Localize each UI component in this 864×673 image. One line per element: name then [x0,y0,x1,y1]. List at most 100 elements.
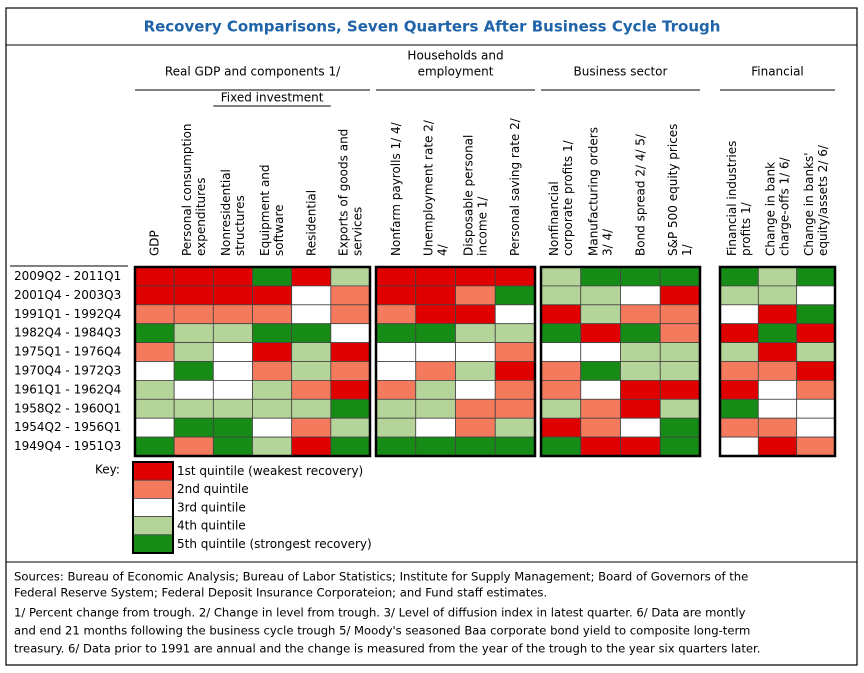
heat-cell [455,323,496,344]
heat-cell [540,436,582,457]
heat-cell [173,361,214,381]
subgroup-label: Fixed investment [221,91,324,105]
heat-cell [659,342,701,362]
heat-cell [580,285,621,306]
heat-cell [291,342,332,362]
heat-cell [375,398,417,419]
heat-cell [620,266,661,287]
column-header-line: Change in banks' [801,152,815,256]
heat-cell [375,436,417,457]
note: and end 21 months following the business… [14,624,750,638]
key-swatch [132,461,174,481]
heat-cell [173,304,214,325]
column-header-line: 4/ [435,243,449,256]
column-header: Bond spread 2/ 4/ 5/ [633,133,647,256]
heat-cell [455,285,496,306]
column-header: Manufacturing orders3/ 4/ [586,127,614,256]
heat-cell [173,323,214,344]
heat-cell [415,436,456,457]
column-header-line: S&P 500 equity prices [666,124,680,256]
key-label: 2nd quintile [177,482,249,496]
heat-cell [134,304,175,325]
heat-cell [134,323,175,344]
heat-cell [330,361,371,381]
heat-cell [659,323,701,344]
heat-cell [375,417,417,438]
heat-cell [659,379,701,400]
heat-cell [212,417,253,438]
column-header-line: software [272,204,286,256]
heat-cell [330,436,371,457]
heat-cell [757,304,798,325]
key-label: 5th quintile (strongest recovery) [177,537,372,551]
column-header: Exports of goods andservices [336,129,364,256]
heat-cell [375,342,417,362]
column-header-line: Change in bank [763,162,777,256]
heat-cell [212,398,253,419]
heat-cell [757,323,798,344]
heat-cell [291,417,332,438]
heat-cell [134,285,175,306]
heat-cell [719,379,759,400]
heat-cell [659,398,701,419]
row-label: 1958Q2 - 1960Q1 [14,401,121,415]
heat-cell [330,398,371,419]
heat-cell [212,361,253,381]
heat-cell [291,379,332,400]
heat-cell [796,323,836,344]
column-header-line: Personal consumption [179,123,193,256]
heat-cell [330,342,371,362]
heat-cell [330,285,371,306]
heat-cell [659,436,701,457]
column-header-line: Unemployment rate 2/ [421,119,435,256]
column-header-line: charge-offs 1/ 6/ [777,156,791,256]
heat-cell [719,361,759,381]
column-header-line: expenditures [193,178,207,256]
column-header-line: Residential [304,190,318,256]
note: treasury. 6/ Data prior to 1991 are annu… [14,642,760,656]
heat-cell [620,323,661,344]
heat-cell [173,266,214,287]
heat-cell [375,266,417,287]
heat-cell [212,436,253,457]
heat-cell [796,436,836,457]
heat-cell [212,285,253,306]
heat-cell [291,361,332,381]
heat-cell [580,266,621,287]
heat-cell [540,361,582,381]
heat-cell [415,266,456,287]
heat-cell [757,361,798,381]
column-header-line: services [350,207,364,256]
column-header-line: Nonfarm payrolls 1/ 4/ [388,121,402,256]
group-border [718,265,837,458]
heat-cell [291,436,332,457]
column-header: Nonresidentialstructures [218,169,246,256]
heat-cell [620,379,661,400]
heat-cell [291,398,332,419]
heat-cell [757,379,798,400]
heat-cell [540,398,582,419]
heat-cell [796,379,836,400]
heat-cell [719,285,759,306]
heat-cell [415,342,456,362]
heat-cell [540,342,582,362]
heat-cell [620,342,661,362]
heat-cell [494,379,536,400]
heat-cell [455,266,496,287]
column-header-line: 3/ 4/ [600,228,614,256]
column-header: GDP [147,230,161,256]
outer-border [5,7,858,666]
heat-cell [455,398,496,419]
row-label: 1961Q1 - 1962Q4 [14,382,121,396]
heat-cell [173,379,214,400]
heat-cell [455,342,496,362]
heat-cell [212,266,253,287]
heat-cell [415,379,456,400]
row-label: 1970Q4 - 1972Q3 [14,363,121,377]
column-header: Nonfarm payrolls 1/ 4/ [388,121,402,256]
heat-cell [330,266,371,287]
heat-cell [620,398,661,419]
column-header-line: GDP [147,230,161,256]
heat-cell [540,285,582,306]
row-label: 1949Q4 - 1951Q3 [14,439,121,453]
